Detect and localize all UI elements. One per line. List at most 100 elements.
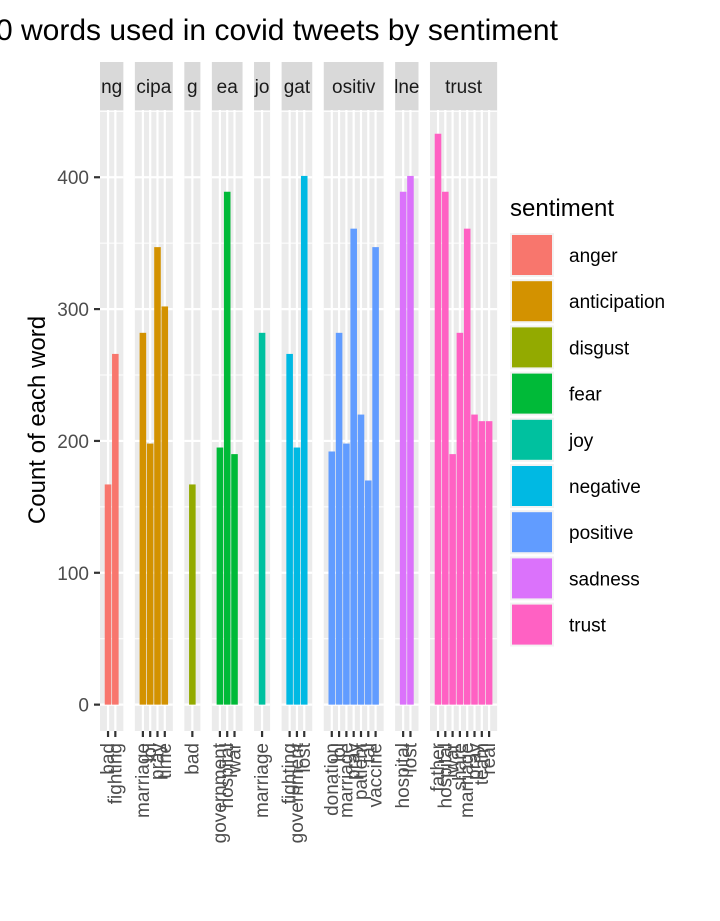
x-tick-label: marriage	[457, 743, 478, 818]
bar-negative-government	[293, 447, 301, 705]
facet-strip	[134, 62, 173, 110]
facet-joy: jo marriage	[252, 62, 273, 818]
facet-strip-label: ng	[101, 77, 122, 98]
bar-fear-war	[231, 454, 238, 705]
y-tick-label: 400	[57, 168, 89, 189]
facet-strip	[184, 62, 201, 110]
bar-joy-marriage	[258, 332, 266, 705]
x-tick-label: donation	[322, 743, 343, 816]
facet-strip	[211, 62, 243, 110]
x-tick-label: vaccine	[366, 743, 387, 807]
x-tick-label: marriage	[133, 743, 154, 818]
panel-background	[395, 110, 419, 731]
x-tick-label: hospital	[435, 743, 456, 809]
legend-key-trust	[512, 604, 552, 645]
bar-positive-donation	[328, 451, 336, 705]
y-axis: 0 100 200 300 400	[57, 168, 100, 717]
legend-key-joy	[512, 419, 552, 460]
bar-positive-lol	[335, 332, 343, 705]
legend-label-sadness: sadness	[569, 569, 640, 590]
bar-anger-fighting	[112, 353, 119, 705]
legend-label-trust: trust	[569, 616, 607, 637]
legend-key-negative	[512, 466, 552, 506]
chart-title: 0 words used in covid tweets by sentimen…	[0, 14, 559, 47]
bar-trust-hospital	[442, 191, 449, 705]
x-tick-label: marriage	[336, 743, 357, 818]
facet-positive: ositiv donationlolmarriagepraypatienttalv…	[322, 62, 387, 818]
facet-strip	[281, 62, 313, 110]
x-tick-label: government	[210, 742, 231, 843]
legend-label-anger: anger	[569, 246, 618, 267]
x-tick-label: lol	[329, 743, 350, 762]
bar-negative-fighting	[286, 353, 293, 705]
legend-label-negative: negative	[569, 477, 641, 498]
x-tick-label: fighting	[280, 743, 301, 804]
x-tick-label: fighting	[105, 743, 126, 804]
bar-positive-patient	[357, 414, 365, 705]
bar-positive-marriage	[343, 443, 350, 705]
facet-strip	[429, 62, 498, 110]
x-tick-label: bad	[98, 743, 119, 775]
x-tick-label: marriage	[252, 743, 273, 818]
bar-disgust-bad	[189, 484, 196, 705]
x-tick-label: pray	[344, 743, 365, 780]
legend-key-fear	[512, 373, 552, 414]
x-tick-label: lost	[400, 742, 421, 772]
y-tick-label: 300	[57, 300, 89, 321]
bar-anticipation-time	[161, 306, 169, 705]
facet-strip-label: cipa	[136, 77, 171, 98]
facet-disgust: g bad	[182, 62, 203, 775]
y-tick-label: 0	[78, 696, 89, 717]
y-tick-label: 100	[57, 564, 89, 585]
bar-anticipation-marriage	[139, 332, 147, 705]
x-tick-label: lost	[294, 742, 315, 772]
legend-label-positive: positive	[569, 523, 633, 544]
facet-strip	[323, 62, 384, 110]
x-tick-label: hospital	[393, 743, 414, 809]
bar-anticipation-pray	[154, 247, 161, 705]
bar-negative-lost	[300, 175, 308, 705]
facet-strip-label: lne	[394, 77, 419, 98]
bar-trust-pray	[471, 414, 478, 705]
legend: sentiment anger anticipation disgust fear jo…	[510, 195, 665, 647]
facet-strip	[395, 62, 419, 110]
x-tick-label: hospital	[217, 743, 238, 809]
x-tick-label: bad	[182, 743, 203, 775]
legend-label-fear: fear	[569, 385, 602, 406]
bar-anticipation-lol	[146, 443, 154, 705]
x-tick-label: father	[428, 742, 449, 791]
bar-trust-real	[485, 421, 493, 705]
bar-fear-hospital	[223, 191, 231, 705]
facet-trust: trust fatherhospitalwarsharemarriageprayt…	[428, 62, 500, 818]
bar-fear-government	[216, 447, 224, 705]
y-tick-label: 200	[57, 432, 89, 453]
bar-positive-tal	[365, 480, 372, 705]
bar-sadness-hospital	[399, 191, 407, 705]
bar-trust-team	[478, 421, 486, 705]
x-tick-label: share	[450, 743, 471, 791]
facet-panels: ngbadfightingcipamarriagelolpraytimegbad…	[98, 62, 500, 843]
bar-trust-father	[434, 133, 442, 705]
facet-strip-label: ea	[217, 77, 239, 98]
bar-anger-bad	[104, 484, 112, 705]
x-tick-label: pray	[465, 743, 486, 780]
facet-strip-label: gat	[284, 77, 311, 98]
x-tick-label: tal	[358, 743, 379, 763]
bar-positive-vaccine	[372, 247, 379, 705]
facet-strip-label: trust	[445, 77, 483, 98]
x-tick-label: lol	[140, 743, 161, 762]
facet-strip-label: g	[187, 77, 198, 98]
bar-trust-war	[449, 454, 456, 705]
x-tick-label: time	[155, 743, 176, 779]
bar-positive-pray	[350, 228, 357, 705]
facet-strip-label: jo	[254, 77, 270, 98]
x-tick-label: real	[479, 743, 500, 775]
legend-key-anticipation	[512, 281, 552, 322]
x-tick-label: patient	[351, 742, 372, 800]
facet-strip-label: ositiv	[332, 77, 376, 98]
